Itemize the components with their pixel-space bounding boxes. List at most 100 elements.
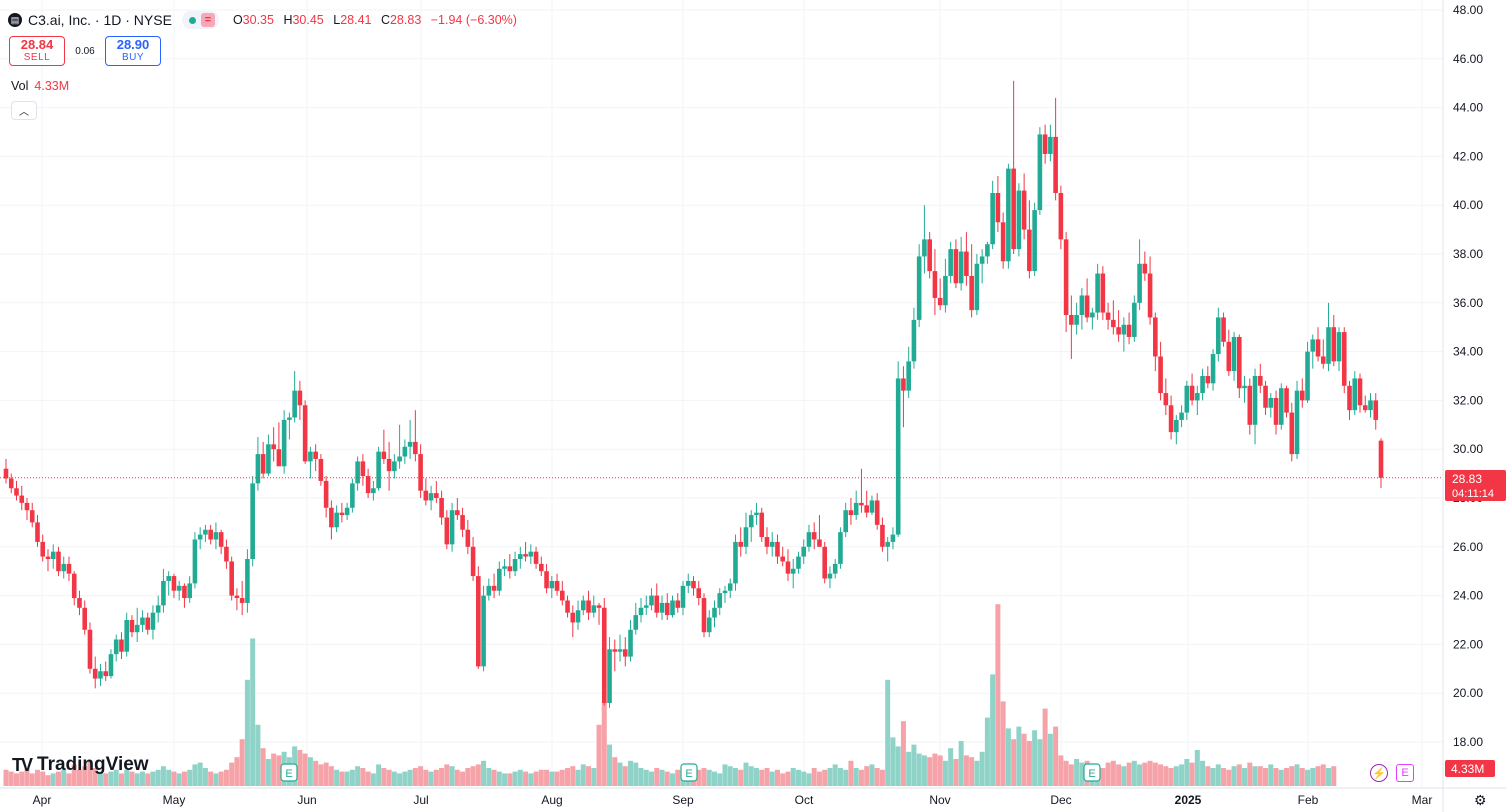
earnings-marker[interactable]: E — [1083, 763, 1101, 782]
candle — [365, 468, 371, 498]
symbol-title[interactable]: C3.ai, Inc. · 1D · NYSE — [28, 12, 172, 28]
candle-body — [119, 639, 124, 652]
volume-bar — [1194, 750, 1200, 786]
equals-icon: = — [200, 13, 215, 27]
volume-bar — [1236, 764, 1242, 786]
candle — [45, 549, 51, 572]
volume-legend[interactable]: Vol 4.33M — [11, 79, 69, 93]
candle — [56, 546, 61, 577]
volume-bar — [192, 764, 198, 786]
volume-bar — [423, 769, 429, 786]
candle — [706, 610, 712, 638]
lightning-icon[interactable]: ⚡ — [1370, 764, 1388, 782]
candle — [40, 534, 46, 562]
earnings-marker[interactable]: E — [280, 763, 298, 782]
volume-bar — [50, 773, 56, 786]
volume-bar — [465, 768, 471, 786]
candle-body — [1216, 317, 1221, 355]
volume-bar — [134, 773, 140, 786]
candle — [885, 537, 890, 562]
volume-bar — [906, 751, 912, 786]
candle-body — [817, 539, 822, 547]
candle — [1000, 212, 1006, 269]
volume-bar — [40, 771, 46, 786]
candle — [790, 559, 796, 589]
candle-body — [607, 649, 612, 703]
candle — [155, 595, 161, 623]
candle — [355, 456, 360, 491]
candle — [176, 580, 182, 601]
volume-bar — [948, 748, 954, 786]
candle — [1090, 307, 1095, 330]
candle — [853, 490, 859, 520]
candle-body — [455, 510, 460, 516]
candle-body — [1084, 295, 1090, 318]
bar-countdown: 04:11:14 — [1452, 488, 1494, 500]
candle — [1084, 278, 1090, 323]
volume-bar — [927, 757, 933, 786]
buy-button[interactable]: 28.90 BUY — [105, 36, 161, 66]
candle — [1305, 341, 1310, 403]
candle — [197, 527, 203, 550]
candle-body — [570, 612, 576, 623]
candle-body — [50, 551, 56, 559]
candle — [77, 590, 82, 616]
volume-value: 4.33M — [34, 79, 70, 93]
earnings-icon[interactable]: E — [1396, 764, 1414, 782]
candle — [659, 595, 665, 620]
volume-bar — [801, 771, 807, 786]
volume-bar — [1079, 762, 1085, 786]
collapse-legend-button[interactable]: ︿ — [11, 101, 37, 120]
price-axis[interactable]: 18.0020.0022.0024.0026.0028.0030.0032.00… — [1442, 0, 1483, 812]
gear-icon[interactable]: ⚙ — [1474, 792, 1487, 808]
candle — [1326, 302, 1331, 372]
candle-body — [397, 456, 402, 462]
tradingview-logo[interactable]: TV TradingView — [12, 754, 149, 776]
sell-button[interactable]: 28.84 SELL — [9, 36, 65, 66]
volume-bar — [1305, 769, 1311, 786]
volume-bar — [1037, 739, 1043, 786]
candle-body — [706, 617, 712, 633]
volume-bar — [29, 773, 35, 786]
candle-body — [759, 512, 765, 538]
volume-bar — [874, 768, 880, 786]
candle-body — [549, 580, 555, 589]
candle — [150, 605, 156, 640]
candle — [1352, 371, 1358, 416]
candle — [901, 366, 906, 428]
candle — [780, 546, 786, 567]
candle — [329, 500, 334, 540]
candle-body — [502, 566, 507, 569]
change-value: −1.94 (−6.30%) — [430, 13, 517, 27]
volume-bar — [1110, 760, 1116, 786]
candle — [738, 527, 744, 557]
time-axis[interactable]: Apr May Jun Jul Aug Sep Oct Nov Dec 2025 Feb Mar — [0, 787, 1506, 807]
exchange-doc-icon[interactable]: ▤ — [8, 13, 22, 27]
volume-bar — [1189, 762, 1195, 786]
candle — [528, 544, 534, 564]
candle-body — [612, 649, 618, 652]
candle — [271, 427, 276, 462]
candle — [1231, 332, 1237, 381]
candle — [1242, 376, 1247, 403]
candle — [1268, 393, 1274, 418]
candle-body — [8, 478, 14, 489]
market-status[interactable]: = — [181, 11, 219, 29]
volume-bar — [638, 768, 644, 786]
candle — [134, 607, 140, 642]
candle-body — [880, 524, 885, 547]
y-tick-label: 36.00 — [1453, 296, 1483, 310]
chart-grid — [0, 0, 1443, 788]
earnings-marker[interactable]: E — [680, 763, 698, 782]
last-price-badge: 28.83 04:11:14 — [1445, 470, 1506, 501]
volume-bar — [1121, 766, 1127, 786]
candle-body — [486, 585, 492, 596]
candle-body — [491, 585, 497, 591]
candle — [1126, 312, 1132, 345]
candle — [544, 563, 549, 594]
candle — [932, 249, 938, 315]
candle-body — [1163, 393, 1169, 406]
candle — [1284, 385, 1289, 418]
